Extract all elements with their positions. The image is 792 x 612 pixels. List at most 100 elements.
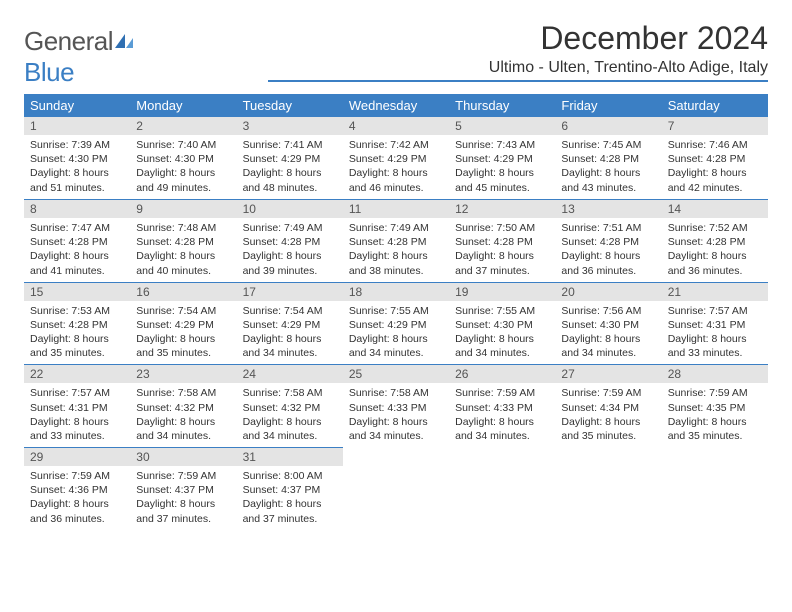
day-number: 15 bbox=[24, 282, 130, 301]
calendar-row: 29Sunrise: 7:59 AMSunset: 4:36 PMDayligh… bbox=[24, 447, 768, 530]
sunset-text: Sunset: 4:28 PM bbox=[561, 152, 655, 166]
day-number: 11 bbox=[343, 199, 449, 218]
day-number: 3 bbox=[237, 117, 343, 135]
calendar-cell: 10Sunrise: 7:49 AMSunset: 4:28 PMDayligh… bbox=[237, 199, 343, 282]
day-number: 18 bbox=[343, 282, 449, 301]
day-info: Sunrise: 7:46 AMSunset: 4:28 PMDaylight:… bbox=[662, 135, 768, 199]
sunrise-text: Sunrise: 7:42 AM bbox=[349, 138, 443, 152]
sunrise-text: Sunrise: 7:47 AM bbox=[30, 221, 124, 235]
sunset-text: Sunset: 4:30 PM bbox=[561, 318, 655, 332]
daylight-text: Daylight: 8 hours and 34 minutes. bbox=[455, 332, 549, 360]
sunset-text: Sunset: 4:28 PM bbox=[30, 318, 124, 332]
daylight-text: Daylight: 8 hours and 36 minutes. bbox=[668, 249, 762, 277]
day-info: Sunrise: 7:53 AMSunset: 4:28 PMDaylight:… bbox=[24, 301, 130, 365]
day-number: 13 bbox=[555, 199, 661, 218]
day-info: Sunrise: 7:54 AMSunset: 4:29 PMDaylight:… bbox=[130, 301, 236, 365]
day-info: Sunrise: 7:59 AMSunset: 4:36 PMDaylight:… bbox=[24, 466, 130, 530]
calendar-cell: 8Sunrise: 7:47 AMSunset: 4:28 PMDaylight… bbox=[24, 199, 130, 282]
weekday-header-row: Sunday Monday Tuesday Wednesday Thursday… bbox=[24, 94, 768, 117]
day-number: 31 bbox=[237, 447, 343, 466]
sunset-text: Sunset: 4:29 PM bbox=[136, 318, 230, 332]
logo-part2: Blue bbox=[24, 57, 74, 87]
calendar-cell: 29Sunrise: 7:59 AMSunset: 4:36 PMDayligh… bbox=[24, 447, 130, 530]
daylight-text: Daylight: 8 hours and 34 minutes. bbox=[561, 332, 655, 360]
weekday-mon: Monday bbox=[130, 94, 236, 117]
sunset-text: Sunset: 4:30 PM bbox=[455, 318, 549, 332]
sunset-text: Sunset: 4:32 PM bbox=[243, 401, 337, 415]
calendar-cell: 20Sunrise: 7:56 AMSunset: 4:30 PMDayligh… bbox=[555, 282, 661, 365]
calendar-cell bbox=[662, 447, 768, 530]
day-info: Sunrise: 7:39 AMSunset: 4:30 PMDaylight:… bbox=[24, 135, 130, 199]
calendar-cell: 28Sunrise: 7:59 AMSunset: 4:35 PMDayligh… bbox=[662, 364, 768, 447]
day-info: Sunrise: 7:56 AMSunset: 4:30 PMDaylight:… bbox=[555, 301, 661, 365]
day-info: Sunrise: 7:59 AMSunset: 4:37 PMDaylight:… bbox=[130, 466, 236, 530]
calendar-body: 1Sunrise: 7:39 AMSunset: 4:30 PMDaylight… bbox=[24, 117, 768, 530]
weekday-wed: Wednesday bbox=[343, 94, 449, 117]
day-info: Sunrise: 7:41 AMSunset: 4:29 PMDaylight:… bbox=[237, 135, 343, 199]
sunset-text: Sunset: 4:28 PM bbox=[455, 235, 549, 249]
calendar-cell: 27Sunrise: 7:59 AMSunset: 4:34 PMDayligh… bbox=[555, 364, 661, 447]
daylight-text: Daylight: 8 hours and 46 minutes. bbox=[349, 166, 443, 194]
sunrise-text: Sunrise: 8:00 AM bbox=[243, 469, 337, 483]
calendar-cell: 1Sunrise: 7:39 AMSunset: 4:30 PMDaylight… bbox=[24, 117, 130, 199]
day-info: Sunrise: 7:52 AMSunset: 4:28 PMDaylight:… bbox=[662, 218, 768, 282]
calendar-cell: 2Sunrise: 7:40 AMSunset: 4:30 PMDaylight… bbox=[130, 117, 236, 199]
calendar-row: 22Sunrise: 7:57 AMSunset: 4:31 PMDayligh… bbox=[24, 364, 768, 447]
day-number: 27 bbox=[555, 364, 661, 383]
daylight-text: Daylight: 8 hours and 41 minutes. bbox=[30, 249, 124, 277]
day-info: Sunrise: 8:00 AMSunset: 4:37 PMDaylight:… bbox=[237, 466, 343, 530]
weekday-fri: Friday bbox=[555, 94, 661, 117]
sunset-text: Sunset: 4:29 PM bbox=[243, 152, 337, 166]
calendar-cell bbox=[343, 447, 449, 530]
daylight-text: Daylight: 8 hours and 34 minutes. bbox=[243, 415, 337, 443]
sunrise-text: Sunrise: 7:57 AM bbox=[30, 386, 124, 400]
calendar-row: 8Sunrise: 7:47 AMSunset: 4:28 PMDaylight… bbox=[24, 199, 768, 282]
calendar-cell: 6Sunrise: 7:45 AMSunset: 4:28 PMDaylight… bbox=[555, 117, 661, 199]
day-number: 2 bbox=[130, 117, 236, 135]
calendar-cell bbox=[555, 447, 661, 530]
sunrise-text: Sunrise: 7:43 AM bbox=[455, 138, 549, 152]
calendar-cell: 15Sunrise: 7:53 AMSunset: 4:28 PMDayligh… bbox=[24, 282, 130, 365]
day-info: Sunrise: 7:54 AMSunset: 4:29 PMDaylight:… bbox=[237, 301, 343, 365]
sunrise-text: Sunrise: 7:39 AM bbox=[30, 138, 124, 152]
calendar-cell: 19Sunrise: 7:55 AMSunset: 4:30 PMDayligh… bbox=[449, 282, 555, 365]
day-number: 28 bbox=[662, 364, 768, 383]
day-number: 30 bbox=[130, 447, 236, 466]
calendar-cell: 18Sunrise: 7:55 AMSunset: 4:29 PMDayligh… bbox=[343, 282, 449, 365]
sunrise-text: Sunrise: 7:40 AM bbox=[136, 138, 230, 152]
calendar-cell: 13Sunrise: 7:51 AMSunset: 4:28 PMDayligh… bbox=[555, 199, 661, 282]
daylight-text: Daylight: 8 hours and 33 minutes. bbox=[30, 415, 124, 443]
calendar-cell: 17Sunrise: 7:54 AMSunset: 4:29 PMDayligh… bbox=[237, 282, 343, 365]
weekday-tue: Tuesday bbox=[237, 94, 343, 117]
day-info: Sunrise: 7:48 AMSunset: 4:28 PMDaylight:… bbox=[130, 218, 236, 282]
day-number: 16 bbox=[130, 282, 236, 301]
day-number: 10 bbox=[237, 199, 343, 218]
daylight-text: Daylight: 8 hours and 34 minutes. bbox=[455, 415, 549, 443]
day-info: Sunrise: 7:55 AMSunset: 4:29 PMDaylight:… bbox=[343, 301, 449, 365]
calendar-cell: 25Sunrise: 7:58 AMSunset: 4:33 PMDayligh… bbox=[343, 364, 449, 447]
weekday-sun: Sunday bbox=[24, 94, 130, 117]
sunset-text: Sunset: 4:34 PM bbox=[561, 401, 655, 415]
day-number: 9 bbox=[130, 199, 236, 218]
day-info: Sunrise: 7:58 AMSunset: 4:33 PMDaylight:… bbox=[343, 383, 449, 447]
day-info: Sunrise: 7:51 AMSunset: 4:28 PMDaylight:… bbox=[555, 218, 661, 282]
sunrise-text: Sunrise: 7:59 AM bbox=[561, 386, 655, 400]
logo-part1: General bbox=[24, 26, 113, 56]
day-info: Sunrise: 7:59 AMSunset: 4:33 PMDaylight:… bbox=[449, 383, 555, 447]
sunset-text: Sunset: 4:32 PM bbox=[136, 401, 230, 415]
sunrise-text: Sunrise: 7:46 AM bbox=[668, 138, 762, 152]
day-info: Sunrise: 7:57 AMSunset: 4:31 PMDaylight:… bbox=[24, 383, 130, 447]
sunset-text: Sunset: 4:28 PM bbox=[349, 235, 443, 249]
daylight-text: Daylight: 8 hours and 34 minutes. bbox=[243, 332, 337, 360]
calendar-cell: 12Sunrise: 7:50 AMSunset: 4:28 PMDayligh… bbox=[449, 199, 555, 282]
calendar-table: Sunday Monday Tuesday Wednesday Thursday… bbox=[24, 94, 768, 530]
daylight-text: Daylight: 8 hours and 34 minutes. bbox=[349, 415, 443, 443]
day-info: Sunrise: 7:42 AMSunset: 4:29 PMDaylight:… bbox=[343, 135, 449, 199]
day-number: 12 bbox=[449, 199, 555, 218]
day-number: 21 bbox=[662, 282, 768, 301]
day-number: 20 bbox=[555, 282, 661, 301]
daylight-text: Daylight: 8 hours and 51 minutes. bbox=[30, 166, 124, 194]
day-number: 25 bbox=[343, 364, 449, 383]
calendar-cell: 30Sunrise: 7:59 AMSunset: 4:37 PMDayligh… bbox=[130, 447, 236, 530]
sunrise-text: Sunrise: 7:45 AM bbox=[561, 138, 655, 152]
